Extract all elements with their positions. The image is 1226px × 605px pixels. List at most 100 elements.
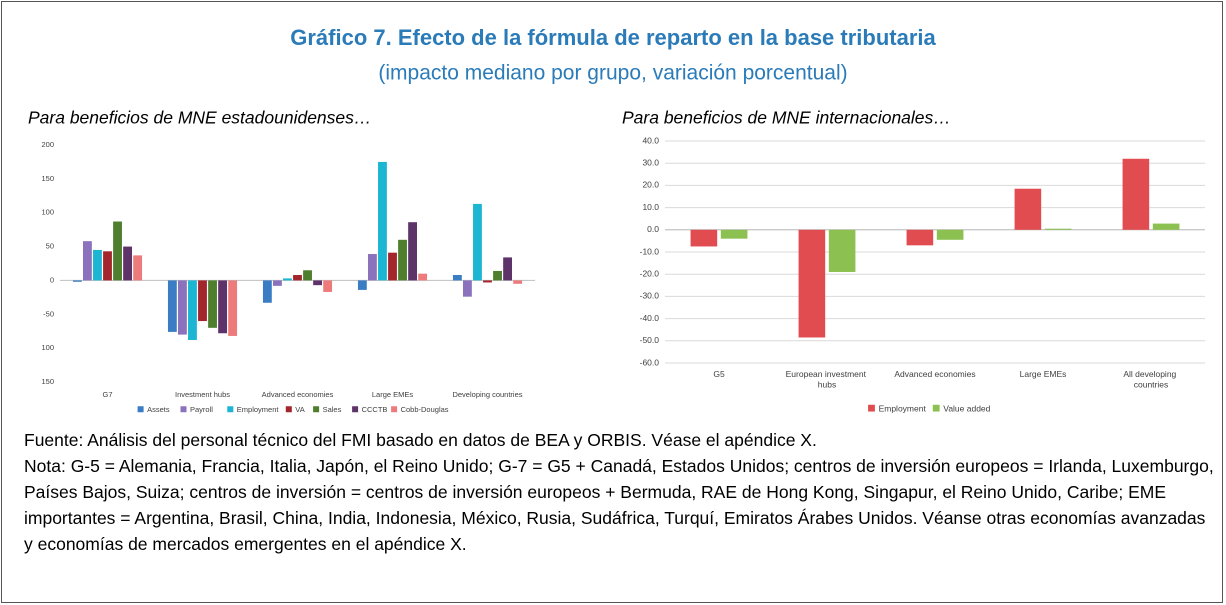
bar: [188, 280, 197, 341]
legend-swatch: [391, 406, 398, 413]
bar: [113, 221, 122, 281]
y-tick-label: -20.0: [640, 268, 660, 278]
y-tick-label: -50: [43, 309, 54, 318]
y-tick-label: -50.0: [640, 335, 660, 345]
bar: [82, 241, 92, 281]
bar: [367, 254, 377, 281]
bar: [303, 270, 312, 281]
bar: [378, 161, 387, 281]
bar: [513, 280, 523, 284]
charts: Gráfico 7. Efecto de la fórmula de repar…: [28, 25, 1205, 414]
legend-swatch: [868, 404, 875, 412]
bar: [262, 280, 272, 303]
legend-swatch: [227, 406, 234, 413]
bar: [473, 203, 482, 281]
x-tick-label: All developing countries: [1123, 369, 1178, 390]
legend-label: CCCTB: [362, 405, 388, 414]
y-tick-label: -10.0: [640, 246, 660, 256]
legend-swatch: [932, 404, 940, 412]
bar: [462, 280, 472, 297]
x-tick-label: European investment hubs: [786, 369, 869, 390]
figure-title: Gráfico 7. Efecto de la fórmula de repar…: [290, 25, 936, 50]
y-tick-label: 200: [41, 140, 54, 149]
bar: [93, 249, 102, 281]
y-tick-label: 0: [50, 275, 54, 284]
bar: [1044, 228, 1072, 230]
legend-label: Employment: [879, 403, 927, 413]
legend-swatch: [313, 406, 320, 413]
bar: [72, 280, 82, 282]
bar: [906, 229, 934, 246]
bar: [357, 280, 367, 290]
legend-label: VA: [295, 405, 304, 414]
y-tick-label: 100: [41, 343, 54, 352]
y-tick-label: 20.0: [642, 180, 659, 190]
bar: [1152, 223, 1180, 230]
bar: [798, 229, 826, 338]
y-tick-label: 50: [46, 242, 54, 251]
bar: [228, 280, 238, 336]
footer: Fuente: Análisis del personal técnico de…: [24, 427, 1214, 557]
bar: [313, 280, 323, 286]
x-tick-label: Investment hubs: [175, 390, 230, 399]
bar: [720, 229, 748, 239]
legend-swatch: [180, 406, 187, 413]
x-tick-label: G7: [102, 390, 112, 399]
bar: [503, 257, 513, 281]
x-tick-label: G5: [713, 369, 725, 379]
bar: [123, 246, 133, 281]
x-tick-label: Large EMEs: [372, 390, 414, 399]
bar: [408, 222, 418, 281]
legend-label: Cobb-Douglas: [401, 405, 449, 414]
y-tick-label: 40.0: [642, 135, 659, 145]
bar: [1014, 188, 1042, 230]
legend-label: Sales: [323, 405, 342, 414]
bar: [198, 280, 207, 322]
bar: [272, 280, 282, 286]
bar: [936, 229, 964, 240]
note: Nota: G-5 = Alemania, Francia, Italia, J…: [24, 456, 1214, 554]
bar: [293, 275, 302, 281]
legend-label: Employment: [237, 405, 280, 414]
bar: [208, 280, 217, 328]
legend-swatch: [352, 406, 359, 413]
y-tick-label: -40.0: [640, 313, 660, 323]
y-tick-label: 0.0: [647, 224, 659, 234]
bar: [133, 255, 143, 281]
y-tick-label: 10.0: [642, 202, 659, 212]
bar: [1122, 158, 1150, 230]
y-tick-label: -30.0: [640, 291, 660, 301]
bar: [323, 280, 333, 292]
y-tick-label: 150: [41, 174, 54, 183]
bar: [218, 280, 228, 334]
bar: [177, 280, 187, 335]
y-tick-label: 30.0: [642, 157, 659, 167]
bar: [452, 275, 462, 281]
x-tick-label: Developing countries: [452, 390, 522, 399]
bar: [103, 251, 112, 281]
legend-swatch: [285, 406, 292, 413]
bar: [167, 280, 177, 332]
bar: [493, 270, 502, 281]
bar: [398, 239, 407, 281]
x-tick-label: Advanced economies: [894, 369, 975, 379]
y-tick-label: 100: [41, 208, 54, 217]
bar: [283, 278, 292, 281]
chart-title: Para beneficios de MNE internacionales…: [622, 108, 951, 128]
y-tick-label: -60.0: [640, 357, 660, 367]
legend-label: Payroll: [190, 405, 213, 414]
legend-label: Value added: [943, 403, 990, 413]
legend-swatch: [137, 406, 144, 413]
x-tick-label: Advanced economies: [262, 390, 334, 399]
bar: [690, 229, 718, 247]
chart-title: Para beneficios de MNE estadounidenses…: [28, 108, 371, 128]
figure-subtitle: (impacto mediano por grupo, variación po…: [378, 62, 847, 85]
bar: [418, 273, 428, 281]
source: Fuente: Análisis del personal técnico de…: [24, 430, 817, 450]
x-tick-label: Large EMEs: [1020, 369, 1067, 379]
legend-label: Assets: [147, 405, 170, 414]
bar: [828, 229, 856, 272]
bar: [388, 252, 397, 281]
y-tick-label: 150: [41, 377, 54, 386]
